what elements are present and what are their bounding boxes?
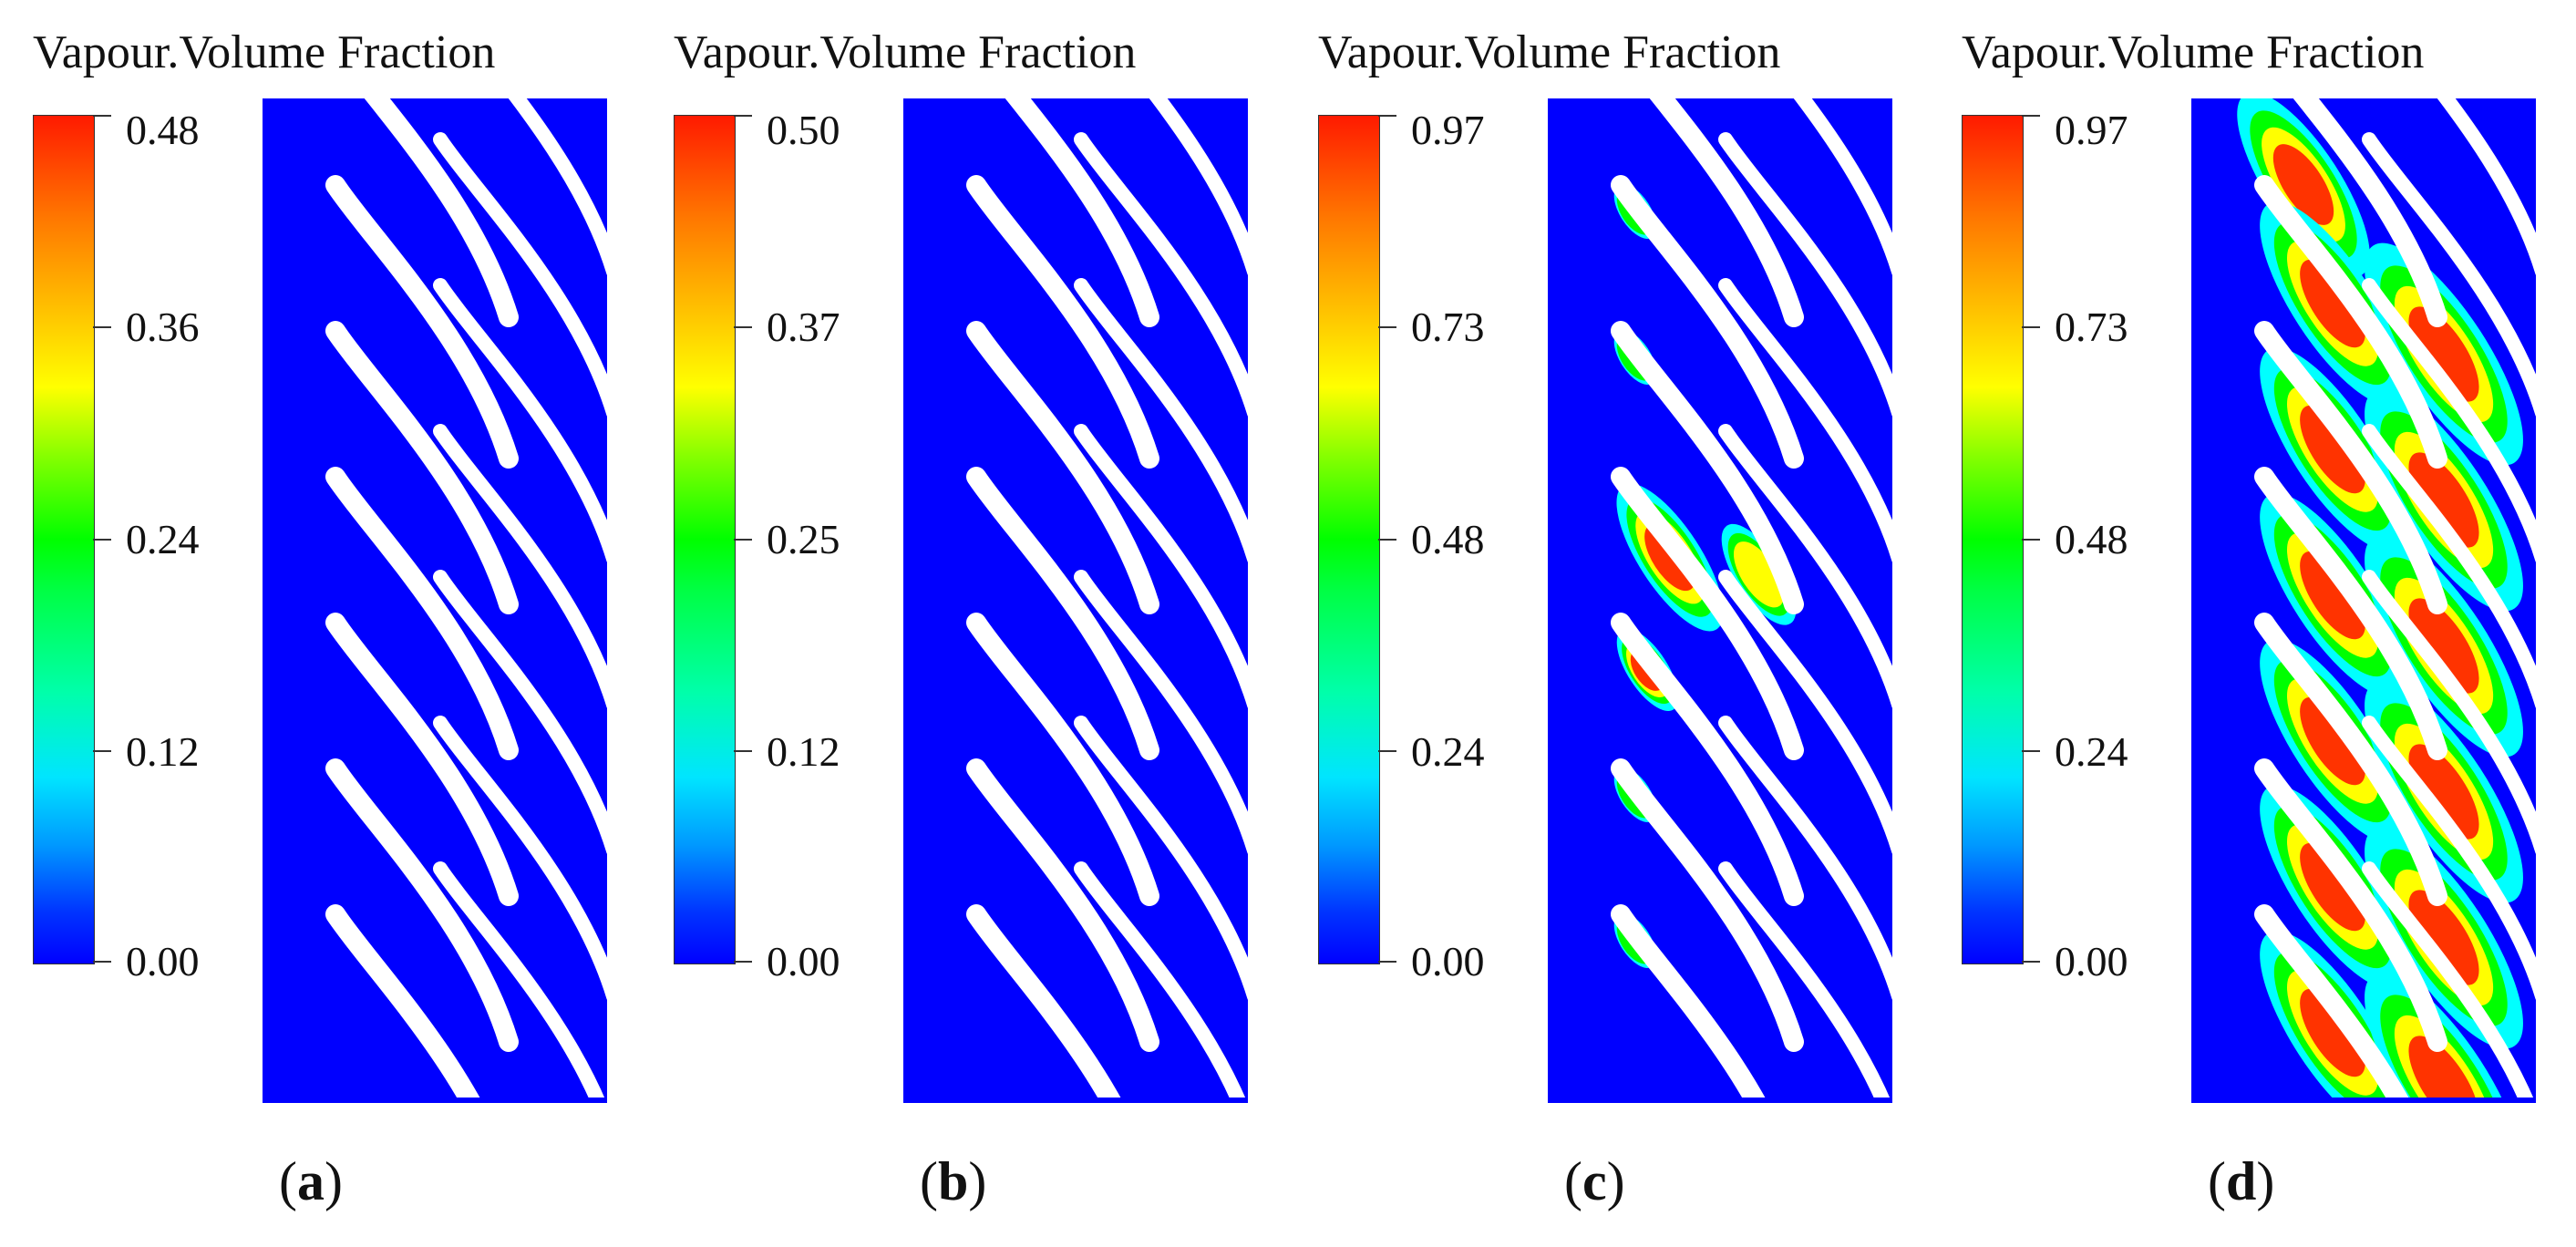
colorbar-tick-label: 0.00 — [767, 938, 840, 984]
colorbar — [33, 115, 95, 964]
colorbar-tick-label: 0.12 — [767, 728, 840, 775]
colorbar-tick-label: 0.48 — [1411, 516, 1485, 562]
panel-a: Vapour.Volume Fraction 0.48 0.36 0.24 0.… — [33, 0, 671, 1247]
colorbar-tick-label: 0.73 — [1411, 304, 1485, 350]
colorbar-tick-label: 0.00 — [1411, 938, 1485, 984]
vapour-contour-plot — [903, 98, 1248, 1103]
colorbar-tick-label: 0.00 — [2055, 938, 2128, 984]
vapour-contour-plot — [2191, 98, 2536, 1103]
colorbar-tick-label: 0.24 — [1411, 728, 1485, 775]
panel-d: Vapour.Volume Fraction 0.97 0.73 0.48 0.… — [1962, 0, 2576, 1247]
panel-b: Vapour.Volume Fraction 0.50 0.37 0.25 0.… — [674, 0, 1312, 1247]
colorbar — [674, 115, 736, 964]
colorbar-title: Vapour.Volume Fraction — [1962, 26, 2425, 78]
colorbar-tick-label: 0.48 — [126, 107, 200, 153]
colorbar — [1962, 115, 2024, 964]
colorbar-tick-label: 0.73 — [2055, 304, 2128, 350]
panel-c: Vapour.Volume Fraction 0.97 0.73 0.48 0.… — [1318, 0, 1956, 1247]
vapour-contour-plot — [263, 98, 607, 1103]
colorbar-tick-label: 0.50 — [767, 107, 840, 153]
colorbar-tick-label: 0.48 — [2055, 516, 2128, 562]
colorbar-tick-label: 0.12 — [126, 728, 200, 775]
colorbar-title: Vapour.Volume Fraction — [674, 26, 1137, 78]
panel-label: (b) — [920, 1151, 987, 1211]
colorbar — [1318, 115, 1380, 964]
panel-label: (c) — [1564, 1151, 1625, 1211]
colorbar-title: Vapour.Volume Fraction — [1318, 26, 1781, 78]
vapour-contour-plot — [1548, 98, 1892, 1103]
colorbar-tick-label: 0.24 — [126, 516, 200, 562]
colorbar-tick-label: 0.00 — [126, 938, 200, 984]
panel-label: (a) — [279, 1151, 343, 1211]
colorbar-tick-label: 0.36 — [126, 304, 200, 350]
colorbar-tick-label: 0.24 — [2055, 728, 2128, 775]
colorbar-tick-label: 0.97 — [2055, 107, 2128, 153]
colorbar-tick-label: 0.37 — [767, 304, 840, 350]
colorbar-tick-label: 0.25 — [767, 516, 840, 562]
colorbar-title: Vapour.Volume Fraction — [33, 26, 496, 78]
panel-label: (d) — [2208, 1151, 2275, 1211]
colorbar-tick-label: 0.97 — [1411, 107, 1485, 153]
